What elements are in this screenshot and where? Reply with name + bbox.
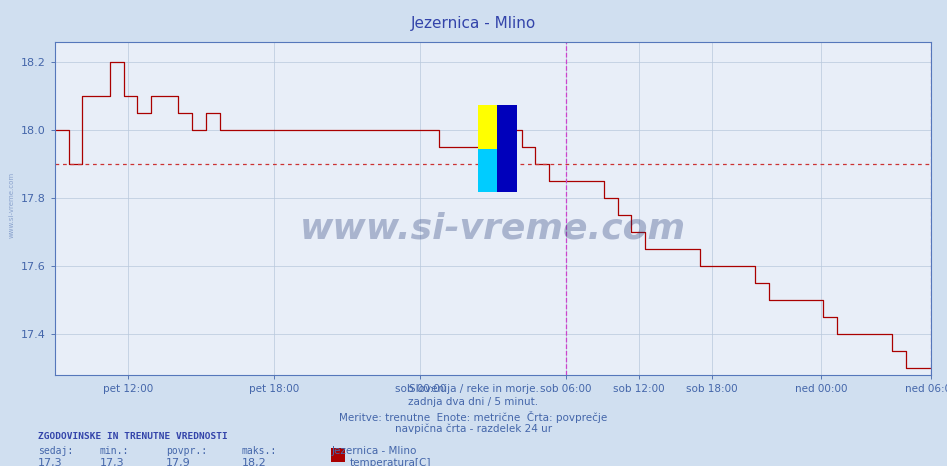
Text: 17,9: 17,9 — [166, 458, 190, 466]
Text: povpr.:: povpr.: — [166, 446, 206, 456]
Text: zadnja dva dni / 5 minut.: zadnja dva dni / 5 minut. — [408, 397, 539, 407]
Bar — [478, 149, 497, 192]
Text: Slovenija / reke in morje.: Slovenija / reke in morje. — [408, 384, 539, 394]
Text: Jezernica - Mlino: Jezernica - Mlino — [331, 446, 417, 456]
Text: maks.:: maks.: — [241, 446, 277, 456]
Text: temperatura[C]: temperatura[C] — [349, 458, 431, 466]
Text: 17,3: 17,3 — [38, 458, 63, 466]
Bar — [478, 105, 497, 149]
Text: 17,3: 17,3 — [99, 458, 124, 466]
Text: Meritve: trenutne  Enote: metrične  Črta: povprečje: Meritve: trenutne Enote: metrične Črta: … — [339, 411, 608, 423]
Text: navpična črta - razdelek 24 ur: navpična črta - razdelek 24 ur — [395, 424, 552, 434]
Text: ZGODOVINSKE IN TRENUTNE VREDNOSTI: ZGODOVINSKE IN TRENUTNE VREDNOSTI — [38, 432, 227, 441]
Bar — [497, 105, 516, 192]
Text: www.si-vreme.com: www.si-vreme.com — [9, 172, 14, 238]
Text: www.si-vreme.com: www.si-vreme.com — [300, 212, 686, 246]
Text: sedaj:: sedaj: — [38, 446, 73, 456]
Text: min.:: min.: — [99, 446, 129, 456]
Text: Jezernica - Mlino: Jezernica - Mlino — [411, 16, 536, 31]
Text: 18,2: 18,2 — [241, 458, 266, 466]
